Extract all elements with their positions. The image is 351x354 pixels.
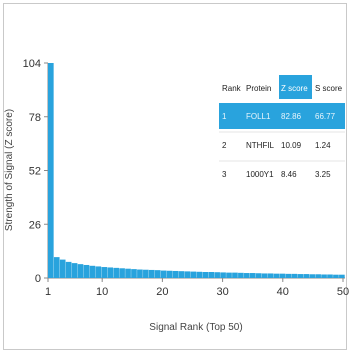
bar-17 <box>143 269 149 278</box>
bar-13 <box>119 268 125 278</box>
bar-31 <box>226 272 232 278</box>
bar-44 <box>303 274 310 278</box>
bar-30 <box>220 272 226 278</box>
table-cell: 10.09 <box>281 141 302 150</box>
bar-4 <box>65 261 72 278</box>
bar-12 <box>113 267 119 278</box>
table-cell: 1000Y1 <box>246 170 274 179</box>
table-cell: 66.77 <box>315 112 336 121</box>
x-tick-label: 20 <box>156 286 168 298</box>
y-tick-labels: 0 26 52 78 104 <box>23 58 48 285</box>
table-cell: 8.46 <box>281 170 297 179</box>
bar-14 <box>125 268 131 278</box>
bar-48 <box>327 274 333 278</box>
score-table: Rank Protein Z score S score 1 FOLL1 82.86 66.7… <box>219 75 345 179</box>
x-tick-label: 50 <box>337 286 349 298</box>
y-tick-label: 26 <box>29 219 41 231</box>
bar-23 <box>178 271 185 278</box>
bar-8 <box>89 265 96 278</box>
x-tick-label: 10 <box>96 286 108 298</box>
bar-43 <box>297 274 304 278</box>
bar-27 <box>202 272 209 278</box>
x-tick-labels: 1 10 20 30 40 50 <box>45 278 349 298</box>
bar-32 <box>232 272 238 278</box>
chart-frame <box>3 3 347 350</box>
table-cell: 82.86 <box>281 112 302 121</box>
bar-11 <box>107 267 114 278</box>
table-cell: 1 <box>222 112 227 121</box>
bar-38 <box>267 273 274 278</box>
bar-25 <box>190 271 197 278</box>
x-axis-title: Signal Rank (Top 50) <box>149 322 242 333</box>
table-cell: 2 <box>222 141 227 150</box>
bar-10 <box>101 267 108 278</box>
table-header: S score <box>315 84 343 93</box>
x-tick-label: 40 <box>277 286 289 298</box>
bar-2 <box>53 257 60 278</box>
bar-16 <box>137 269 143 278</box>
bar-1 <box>48 63 54 278</box>
bar-35 <box>249 273 256 278</box>
x-tick-label: 30 <box>216 286 228 298</box>
bar-18 <box>148 269 155 278</box>
y-tick-label: 0 <box>35 273 41 285</box>
header-highlight <box>279 75 312 99</box>
table-cell: FOLL1 <box>246 112 271 121</box>
bar-22 <box>172 270 179 278</box>
bar-28 <box>208 272 215 278</box>
bar-7 <box>83 264 90 278</box>
table-cell: 1.24 <box>315 141 331 150</box>
bar-5 <box>71 263 78 278</box>
table-cell: 3.25 <box>315 170 331 179</box>
bar-9 <box>95 266 102 278</box>
bar-6 <box>77 264 84 278</box>
table-header: Rank <box>222 84 242 93</box>
y-tick-label: 104 <box>23 58 41 70</box>
bar-36 <box>255 273 262 278</box>
x-tick-label: 1 <box>45 286 51 298</box>
bar-19 <box>154 270 161 278</box>
bar-34 <box>244 273 250 278</box>
bar-33 <box>238 272 244 278</box>
table-header: Protein <box>246 84 271 93</box>
bar-26 <box>196 271 203 278</box>
bar-42 <box>291 273 298 278</box>
bar-3 <box>59 259 66 278</box>
bar-39 <box>273 273 280 278</box>
y-axis-title: Strength of Signal (Z score) <box>4 109 15 231</box>
bar-41 <box>285 273 292 278</box>
y-tick-label: 52 <box>29 166 41 178</box>
bar-21 <box>166 270 173 278</box>
table-header: Z score <box>281 84 308 93</box>
bar-24 <box>184 271 191 278</box>
bar-15 <box>131 269 137 278</box>
bar-50 <box>339 274 345 278</box>
bar-49 <box>333 274 339 278</box>
row-highlight <box>219 103 345 129</box>
bars <box>48 63 345 278</box>
bar-45 <box>309 274 315 278</box>
table-cell: 3 <box>222 170 227 179</box>
bar-29 <box>214 272 220 278</box>
table-cell: NTHFIL <box>246 141 275 150</box>
bar-37 <box>261 273 268 278</box>
y-tick-label: 78 <box>29 112 41 124</box>
bar-47 <box>321 274 327 278</box>
bar-20 <box>160 270 167 278</box>
bar-46 <box>315 274 321 278</box>
bar-40 <box>279 273 286 278</box>
